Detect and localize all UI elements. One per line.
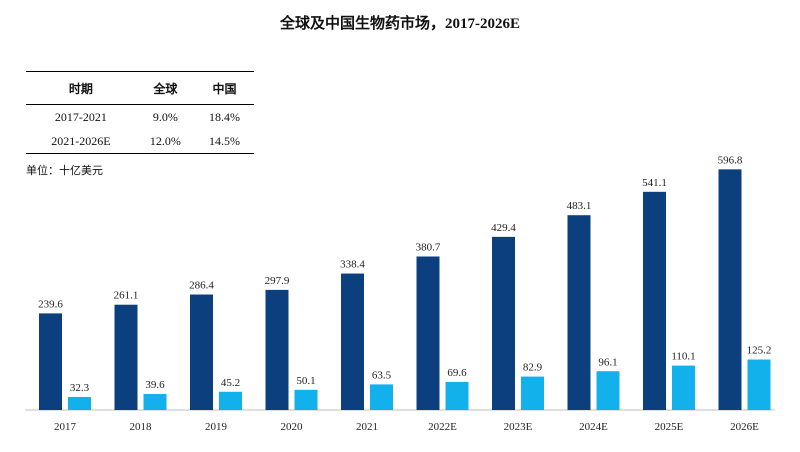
x-tick-label-2019: 2019: [205, 421, 228, 433]
x-tick-label-2023E: 2023E: [504, 421, 533, 433]
data-label-series-1-2025E: 110.1: [671, 351, 695, 363]
bar-series-1-2025E: [672, 365, 695, 410]
bar-series-0-2025E: [643, 191, 666, 410]
x-tick-label-2022E: 2022E: [428, 421, 457, 433]
table-row: 2017-2021 9.0% 18.4%: [26, 105, 254, 130]
data-label-series-1-2022E: 69.6: [447, 367, 467, 379]
x-tick-label-2021: 2021: [356, 421, 378, 433]
bar-series-1-2022E: [445, 381, 469, 410]
table-cell-global: 9.0%: [152, 109, 178, 124]
table-row: 2021-2026E 12.0% 14.5%: [26, 129, 254, 154]
data-label-series-1-2020: 50.1: [296, 375, 315, 387]
data-label-series-1-2017: 32.3: [70, 382, 90, 394]
bar-series-0-2019: [190, 294, 213, 410]
table-header-china: 中国: [212, 81, 237, 96]
data-label-series-0-2023E: 429.4: [491, 222, 516, 234]
bar-series-0-2026E: [718, 169, 742, 410]
data-label-series-0-2021: 338.4: [340, 259, 365, 271]
table-cell-china: 14.5%: [208, 133, 240, 148]
bar-series-1-2021: [370, 384, 393, 410]
bar-series-1-2019: [219, 391, 242, 410]
bar-series-0-2020: [265, 289, 289, 410]
bar-series-1-2026E: [747, 359, 771, 410]
x-tick-label-2017: 2017: [54, 421, 77, 433]
bar-series-0-2024E: [567, 215, 591, 410]
bar-series-0-2023E: [492, 236, 515, 410]
bar-series-0-2021: [341, 273, 364, 410]
table-cell-global: 12.0%: [149, 133, 181, 148]
table-header-global: 全球: [153, 81, 178, 96]
table-cell-period: 2021-2026E: [51, 133, 111, 148]
table-header-period: 时期: [68, 81, 93, 96]
data-label-series-1-2019: 45.2: [221, 377, 240, 389]
bar-series-1-2018: [143, 394, 167, 410]
table-cell-period: 2017-2021: [54, 109, 107, 124]
bar-series-1-2023E: [521, 376, 544, 410]
data-label-series-0-2022E: 380.7: [416, 241, 441, 253]
data-label-series-0-2018: 261.1: [114, 290, 139, 302]
data-label-series-1-2023E: 82.9: [523, 362, 543, 374]
data-label-series-0-2017: 239.6: [38, 298, 63, 310]
cagr-table: 时期 全球 中国 2017-2021 9.0% 18.4% 2021-2026E…: [26, 71, 254, 154]
x-tick-label-2026E: 2026E: [730, 421, 759, 433]
bar-series-1-2017: [68, 396, 91, 410]
bar-series-0-2022E: [416, 256, 440, 410]
data-label-series-1-2024E: 96.1: [598, 356, 617, 368]
x-tick-label-2024E: 2024E: [579, 421, 608, 433]
bar-series-0-2018: [114, 304, 138, 410]
table-cell-china: 18.4%: [208, 109, 240, 124]
data-label-series-0-2020: 297.9: [265, 275, 290, 287]
x-tick-label-2020: 2020: [281, 421, 304, 433]
data-label-series-1-2018: 39.6: [145, 379, 165, 391]
table-header-row: 时期 全球 中国: [26, 71, 254, 105]
unit-label: 单位：十亿美元: [26, 164, 103, 177]
x-tick-label-2025E: 2025E: [655, 421, 684, 433]
data-label-series-0-2019: 286.4: [189, 280, 214, 292]
bar-series-0-2017: [39, 313, 62, 410]
bar-series-1-2024E: [596, 371, 620, 410]
data-label-series-0-2024E: 483.1: [567, 200, 592, 212]
data-label-series-1-2021: 63.5: [372, 369, 392, 381]
chart-title: 全球及中国生物药市场，2017-2026E: [279, 16, 520, 32]
x-tick-label-2018: 2018: [130, 421, 153, 433]
bar-series-1-2020: [294, 389, 318, 410]
data-label-series-1-2026E: 125.2: [747, 345, 772, 357]
data-label-series-0-2026E: 596.8: [718, 154, 743, 166]
data-label-series-0-2025E: 541.1: [642, 177, 667, 189]
